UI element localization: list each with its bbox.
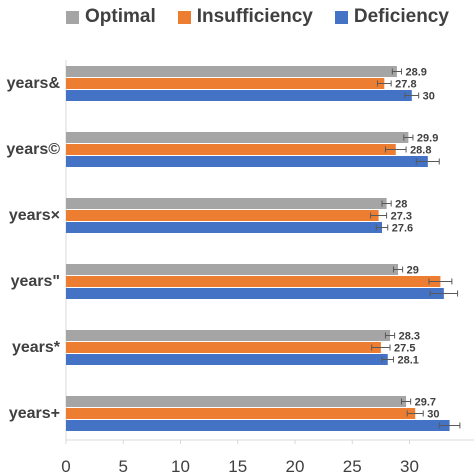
category-label: years" [11,273,60,290]
data-label: 29.9 [417,133,438,145]
category-label: years© [6,141,60,158]
category-label: years* [12,339,61,356]
data-label: 29.7 [415,397,436,409]
x-tick-label: 20 [286,457,305,474]
bar-deficiency [66,222,383,233]
legend-item-deficiency: Deficiency [334,6,449,28]
bar-insufficiency [66,276,441,287]
legend-swatch-optimal [66,10,79,24]
bar-optimal [66,396,407,407]
bar-insufficiency [66,144,396,155]
legend-swatch-deficiency [334,10,348,24]
data-label: 28.3 [399,331,420,343]
x-tick-label: 5 [119,457,128,474]
data-label: 27.8 [395,79,416,91]
data-label: 28 [395,199,407,211]
bar-deficiency [66,354,388,365]
data-label: 27.5 [394,343,415,355]
legend: Optimal Insufficiency Deficiency [66,6,449,28]
bar-optimal [66,330,391,341]
data-label: 28.8 [410,145,431,157]
bar-deficiency [66,420,450,431]
bar-insufficiency [66,342,381,353]
x-tick-label: 25 [343,457,362,474]
bar-optimal [66,132,409,143]
legend-swatch-insufficiency [177,10,191,24]
x-tick-label: 15 [228,457,247,474]
bar-deficiency [66,156,428,167]
category-label: years× [9,207,60,224]
data-label: 30 [423,91,435,103]
legend-label-deficiency: Deficiency [353,6,449,27]
bar-optimal [66,66,397,77]
data-label: 27.6 [392,223,413,235]
data-label: 28.1 [397,355,418,367]
legend-label-insufficiency: Insufficiency [196,6,313,27]
x-tick-label: 30 [400,457,419,474]
x-tick-label: 10 [171,457,190,474]
category-label: years& [7,75,61,92]
bar-optimal [66,264,399,275]
data-label: 29 [407,265,419,277]
bar-deficiency [66,288,444,299]
data-label: 27.3 [391,211,412,223]
bar-insufficiency [66,78,385,89]
data-label: 28.9 [405,67,426,79]
bar-deficiency [66,90,412,101]
x-tick-label: 0 [61,457,70,474]
bar-insufficiency [66,408,416,419]
bar-insufficiency [66,210,379,221]
legend-item-insufficiency: Insufficiency [177,6,313,28]
legend-item-optimal: Optimal [66,6,156,28]
legend-label-optimal: Optimal [85,6,156,27]
category-label: years+ [9,405,60,422]
bar-optimal [66,198,387,209]
data-label: 30 [427,409,439,421]
